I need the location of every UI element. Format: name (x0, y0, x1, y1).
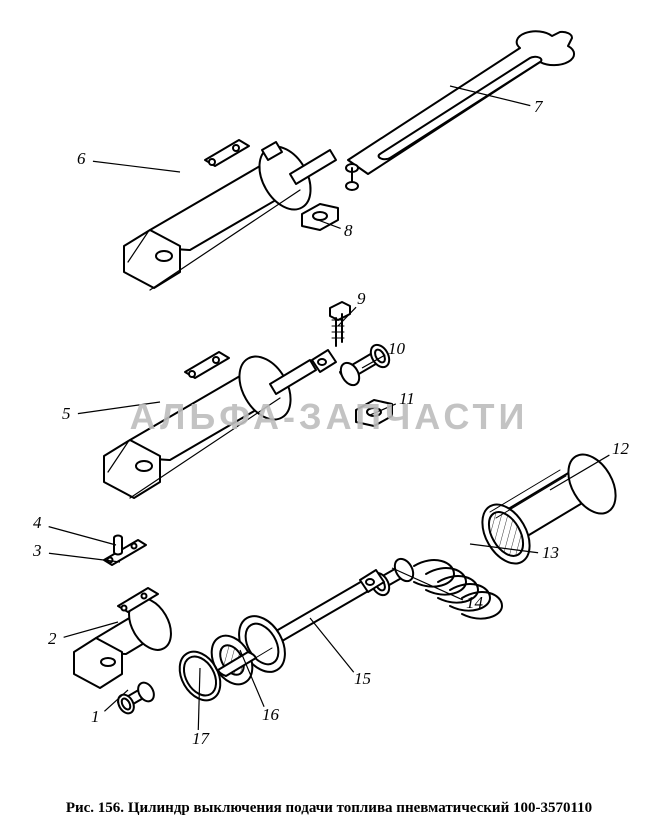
part-2-cap (74, 588, 180, 688)
part-13-spring (414, 560, 502, 619)
figure-caption: Рис. 156. Цилиндр выключения подачи топл… (0, 800, 658, 817)
caption-prefix: Рис. 156. (66, 800, 124, 816)
callout-12: 12 (612, 440, 629, 457)
callout-5: 5 (62, 405, 71, 422)
part-5-cylinder-subassembly (104, 348, 336, 498)
callout-8: 8 (344, 222, 353, 239)
callout-11: 11 (399, 390, 415, 407)
callout-14: 14 (466, 594, 483, 611)
callout-2: 2 (48, 630, 57, 647)
callout-16: 16 (262, 706, 279, 723)
callout-10: 10 (388, 340, 405, 357)
callout-6: 6 (77, 150, 86, 167)
caption-title: Цилиндр выключения подачи топлива пневма… (128, 800, 592, 816)
callout-15: 15 (354, 670, 371, 687)
callout-13: 13 (542, 544, 559, 561)
callout-4: 4 (33, 514, 42, 531)
callout-1: 1 (91, 708, 100, 725)
callout-3: 3 (33, 542, 42, 559)
callout-9: 9 (357, 290, 366, 307)
part-10-bushing (337, 342, 393, 389)
part-1-bushing (115, 680, 157, 716)
callout-7: 7 (534, 98, 543, 115)
callout-17: 17 (192, 730, 209, 747)
